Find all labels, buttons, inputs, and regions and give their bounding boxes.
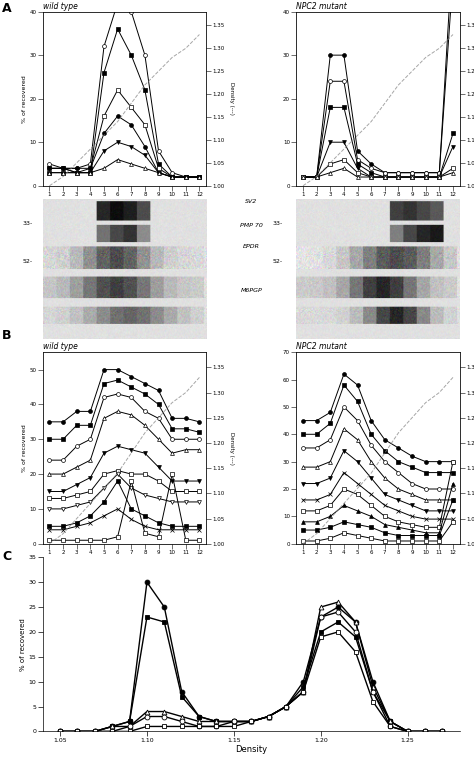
Text: M6PGP: M6PGP <box>240 288 262 293</box>
Y-axis label: Density (---): Density (---) <box>229 432 235 464</box>
Text: wild type: wild type <box>43 342 78 351</box>
Text: SV2: SV2 <box>245 199 257 204</box>
Text: 33-: 33- <box>23 221 33 227</box>
Text: 33-: 33- <box>273 221 283 227</box>
Text: B: B <box>2 329 12 342</box>
Text: PMP 70: PMP 70 <box>240 223 263 228</box>
X-axis label: Fraction: Fraction <box>365 200 391 205</box>
Text: EPDR: EPDR <box>243 244 260 249</box>
Y-axis label: % of recovered: % of recovered <box>20 618 26 671</box>
Y-axis label: % of recovered: % of recovered <box>22 75 27 122</box>
Text: NPC2 mutant: NPC2 mutant <box>296 2 347 11</box>
Y-axis label: % of recovered: % of recovered <box>22 424 27 472</box>
X-axis label: Fraction: Fraction <box>112 558 137 563</box>
Text: wild type: wild type <box>43 2 78 11</box>
X-axis label: Fraction: Fraction <box>112 200 137 205</box>
Text: A: A <box>2 2 12 15</box>
Text: C: C <box>2 550 11 563</box>
Text: NPC2 mutant: NPC2 mutant <box>296 342 347 351</box>
Y-axis label: Density (---): Density (---) <box>229 82 235 115</box>
Text: 52-: 52- <box>23 259 33 264</box>
Text: 52-: 52- <box>273 259 283 264</box>
X-axis label: Fraction: Fraction <box>365 558 391 563</box>
X-axis label: Density: Density <box>235 745 267 755</box>
